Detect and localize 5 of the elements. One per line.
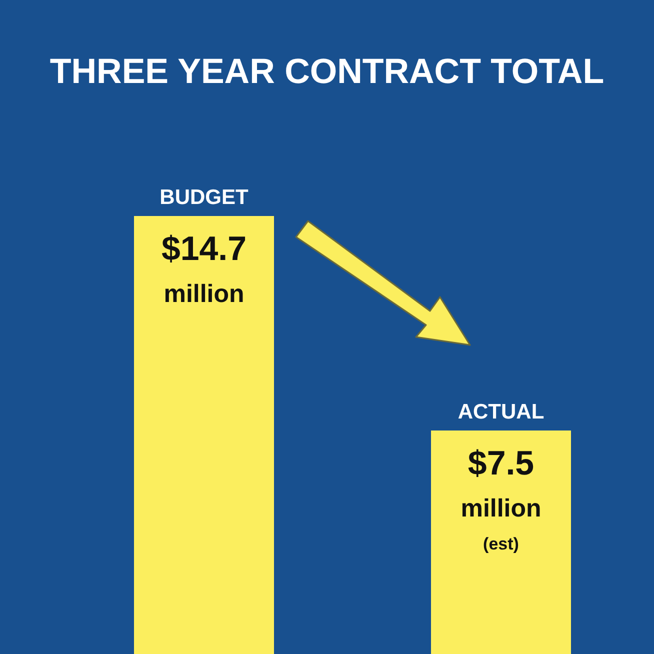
x-tick-label: BUDGET bbox=[160, 186, 248, 209]
chart-title: THREE YEAR CONTRACT TOTAL bbox=[48, 52, 606, 92]
data-label: $7.5 million (est) bbox=[460, 444, 542, 554]
data-label: $14.7 million bbox=[161, 230, 247, 308]
x-tick-label: ACTUAL bbox=[458, 400, 544, 424]
